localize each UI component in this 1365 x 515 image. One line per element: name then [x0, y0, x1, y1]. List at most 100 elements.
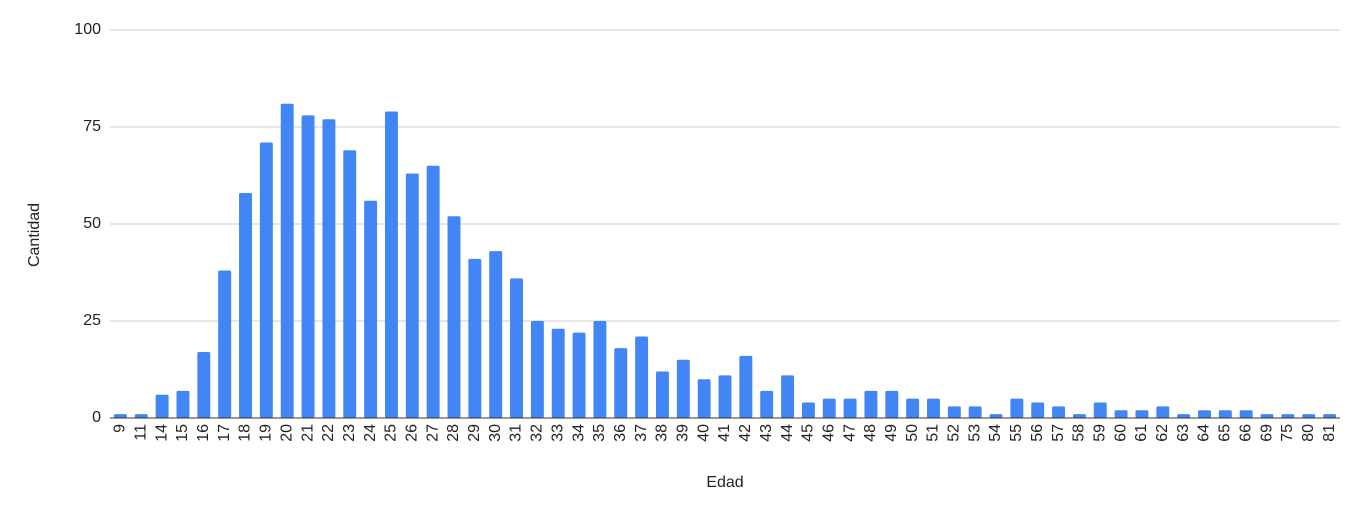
x-tick-label: 61 — [1133, 424, 1150, 442]
x-tick-label: 20 — [278, 424, 295, 442]
bar — [259, 142, 273, 418]
bar — [864, 390, 878, 418]
x-tick-label: 53 — [966, 424, 983, 442]
bar — [1114, 410, 1128, 418]
x-tick-label: 81 — [1321, 424, 1338, 442]
bar — [113, 414, 127, 418]
bar — [510, 278, 523, 418]
bar — [718, 375, 732, 418]
bar — [405, 173, 419, 418]
x-tick-label: 58 — [1071, 424, 1088, 442]
x-tick-label: 43 — [758, 424, 775, 442]
bar — [927, 398, 940, 418]
x-tick-label: 55 — [1008, 424, 1025, 442]
bar — [364, 200, 378, 418]
bar — [676, 359, 690, 418]
y-tick-label: 25 — [83, 312, 101, 329]
x-tick-label: 52 — [946, 424, 963, 442]
bar — [343, 150, 357, 418]
x-tick-label: 62 — [1154, 424, 1171, 442]
bar — [322, 119, 336, 419]
bar — [218, 270, 232, 418]
x-tick-label: 27 — [424, 424, 441, 442]
bar — [530, 321, 544, 418]
x-tick-label: 60 — [1112, 424, 1129, 442]
x-tick-label: 36 — [612, 424, 629, 442]
x-tick-label: 15 — [174, 424, 191, 442]
bar — [906, 398, 920, 418]
bar — [947, 406, 961, 418]
x-tick-label: 17 — [216, 424, 233, 442]
bar — [489, 251, 503, 418]
x-tick-label: 25 — [383, 424, 400, 442]
bar — [822, 398, 836, 418]
x-tick-label: 35 — [591, 424, 608, 442]
bar — [134, 414, 148, 418]
bar — [426, 165, 440, 418]
x-tick-label: 80 — [1300, 424, 1317, 442]
x-tick-label: 56 — [1029, 424, 1046, 442]
y-axis-title: Cantidad — [26, 203, 43, 267]
bar — [280, 103, 294, 418]
bar — [781, 375, 795, 418]
x-tick-label: 37 — [633, 424, 650, 442]
bar — [1010, 398, 1024, 418]
x-tick-label: 66 — [1237, 424, 1254, 442]
x-tick-label: 9 — [112, 424, 129, 433]
x-tick-label: 42 — [737, 424, 754, 442]
bar — [1218, 410, 1232, 418]
bar — [1260, 414, 1274, 418]
bar — [801, 402, 815, 418]
x-tick-label: 49 — [883, 424, 900, 442]
y-tick-label: 75 — [83, 118, 101, 135]
bar — [468, 258, 482, 418]
y-tick-label: 100 — [74, 21, 101, 38]
x-tick-label: 54 — [987, 424, 1004, 442]
x-tick-label: 39 — [675, 424, 692, 442]
x-tick-label: 47 — [841, 424, 858, 442]
x-tick-label: 45 — [800, 424, 817, 442]
bar — [551, 328, 565, 418]
bar — [614, 348, 628, 418]
bar — [1052, 406, 1066, 418]
x-tick-label: 24 — [362, 424, 379, 442]
x-tick-label: 26 — [404, 424, 421, 442]
bar — [885, 390, 899, 418]
x-tick-label: 33 — [549, 424, 566, 442]
bar — [176, 390, 190, 418]
x-tick-label: 57 — [1050, 424, 1067, 442]
bar — [447, 216, 461, 418]
x-tick-label: 38 — [654, 424, 671, 442]
bar — [1323, 414, 1337, 418]
x-tick-label: 19 — [258, 424, 275, 442]
bar — [760, 390, 774, 418]
bar — [1072, 414, 1086, 418]
x-tick-label: 21 — [299, 424, 316, 442]
x-tick-label: 59 — [1091, 424, 1108, 442]
x-tick-label: 14 — [153, 424, 170, 442]
x-tick-label: 46 — [820, 424, 837, 442]
x-tick-label: 75 — [1279, 424, 1296, 442]
bar — [1281, 414, 1295, 418]
bar — [1302, 414, 1316, 418]
bar — [1135, 410, 1149, 418]
x-tick-label: 23 — [341, 424, 358, 442]
bar — [989, 414, 1003, 418]
x-tick-label: 32 — [529, 424, 546, 442]
bar — [155, 394, 169, 418]
bar — [1031, 402, 1045, 418]
x-tick-label: 16 — [195, 424, 212, 442]
bar — [572, 332, 586, 418]
x-tick-label: 41 — [716, 424, 733, 442]
x-tick-label: 44 — [779, 424, 796, 442]
y-tick-label: 0 — [92, 409, 101, 426]
x-tick-label: 63 — [1175, 424, 1192, 442]
x-tick-label: 28 — [445, 424, 462, 442]
y-tick-label: 50 — [83, 215, 101, 232]
bar — [239, 192, 252, 418]
bar — [593, 321, 607, 418]
x-tick-label: 51 — [925, 424, 942, 442]
x-tick-label: 34 — [570, 424, 587, 442]
bar — [301, 115, 315, 419]
